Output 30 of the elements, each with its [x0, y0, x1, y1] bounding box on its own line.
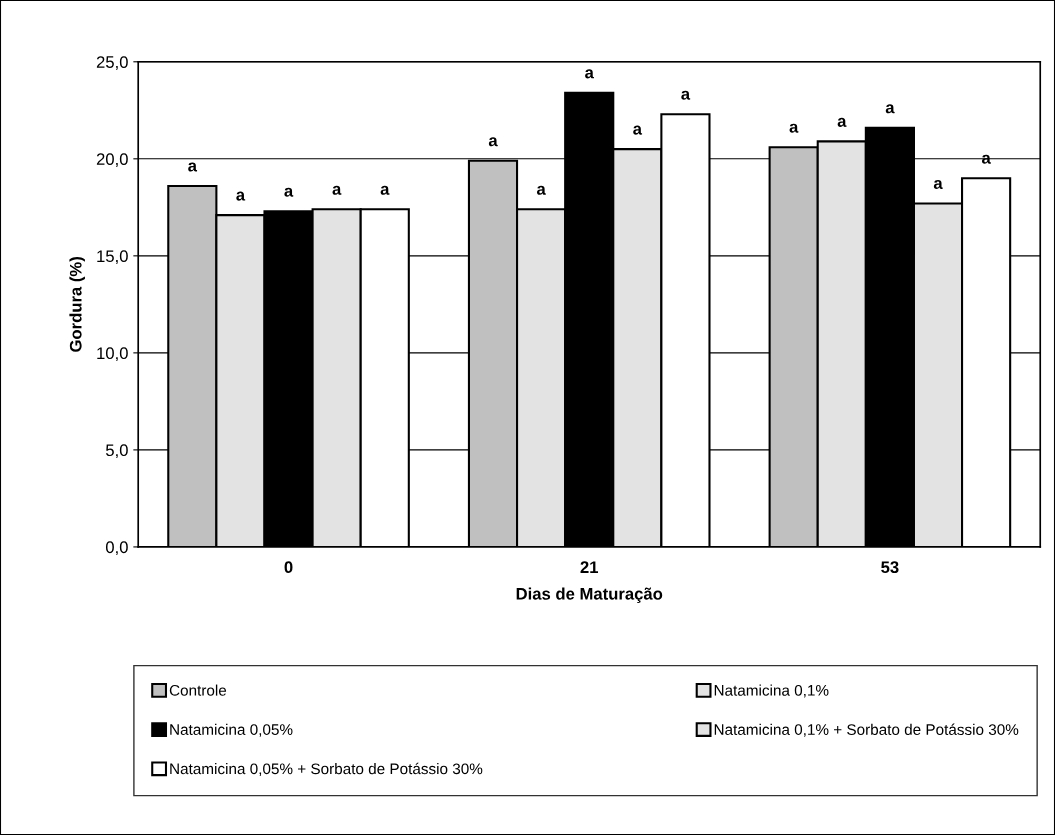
x-tick-label: 53	[881, 561, 899, 574]
y-tick-label: 10,0	[97, 347, 128, 362]
data-label: a	[536, 185, 546, 195]
y-tick-label: 20,0	[96, 153, 128, 167]
data-label: a	[488, 137, 498, 147]
legend-label: Natamicina 0,05% + Sorbato de Potássio 30%	[170, 762, 483, 777]
data-label: a	[885, 104, 895, 114]
data-label: a	[933, 179, 943, 190]
x-tick-label: 0	[284, 561, 293, 574]
legend-label: Controle	[169, 684, 227, 696]
x-tick-label: 21	[580, 561, 599, 573]
legend-label: Natamicina 0,1% + Sorbato de Potássio 30%	[714, 723, 1019, 737]
y-axis-title: Gordura (%)	[69, 257, 85, 352]
data-label: a	[837, 117, 847, 127]
data-label: a	[585, 69, 594, 79]
x-axis-title: Dias de Maturação	[516, 587, 663, 603]
data-label: a	[681, 90, 691, 100]
data-label: a	[789, 123, 799, 133]
legend-label: Natamicina 0,1%	[714, 684, 829, 698]
data-label: a	[380, 185, 390, 195]
data-label: a	[633, 125, 643, 135]
y-tick-label: 25,0	[96, 56, 128, 70]
data-label: a	[332, 185, 342, 195]
y-tick-label: 0,0	[105, 541, 128, 556]
data-label: a	[284, 187, 294, 197]
data-label: a	[188, 162, 198, 172]
data-label: a	[236, 191, 246, 201]
y-tick-label: 5,0	[105, 444, 128, 459]
legend-label: Natamicina 0,05%	[170, 723, 293, 737]
y-tick-label: 15,0	[97, 250, 128, 265]
